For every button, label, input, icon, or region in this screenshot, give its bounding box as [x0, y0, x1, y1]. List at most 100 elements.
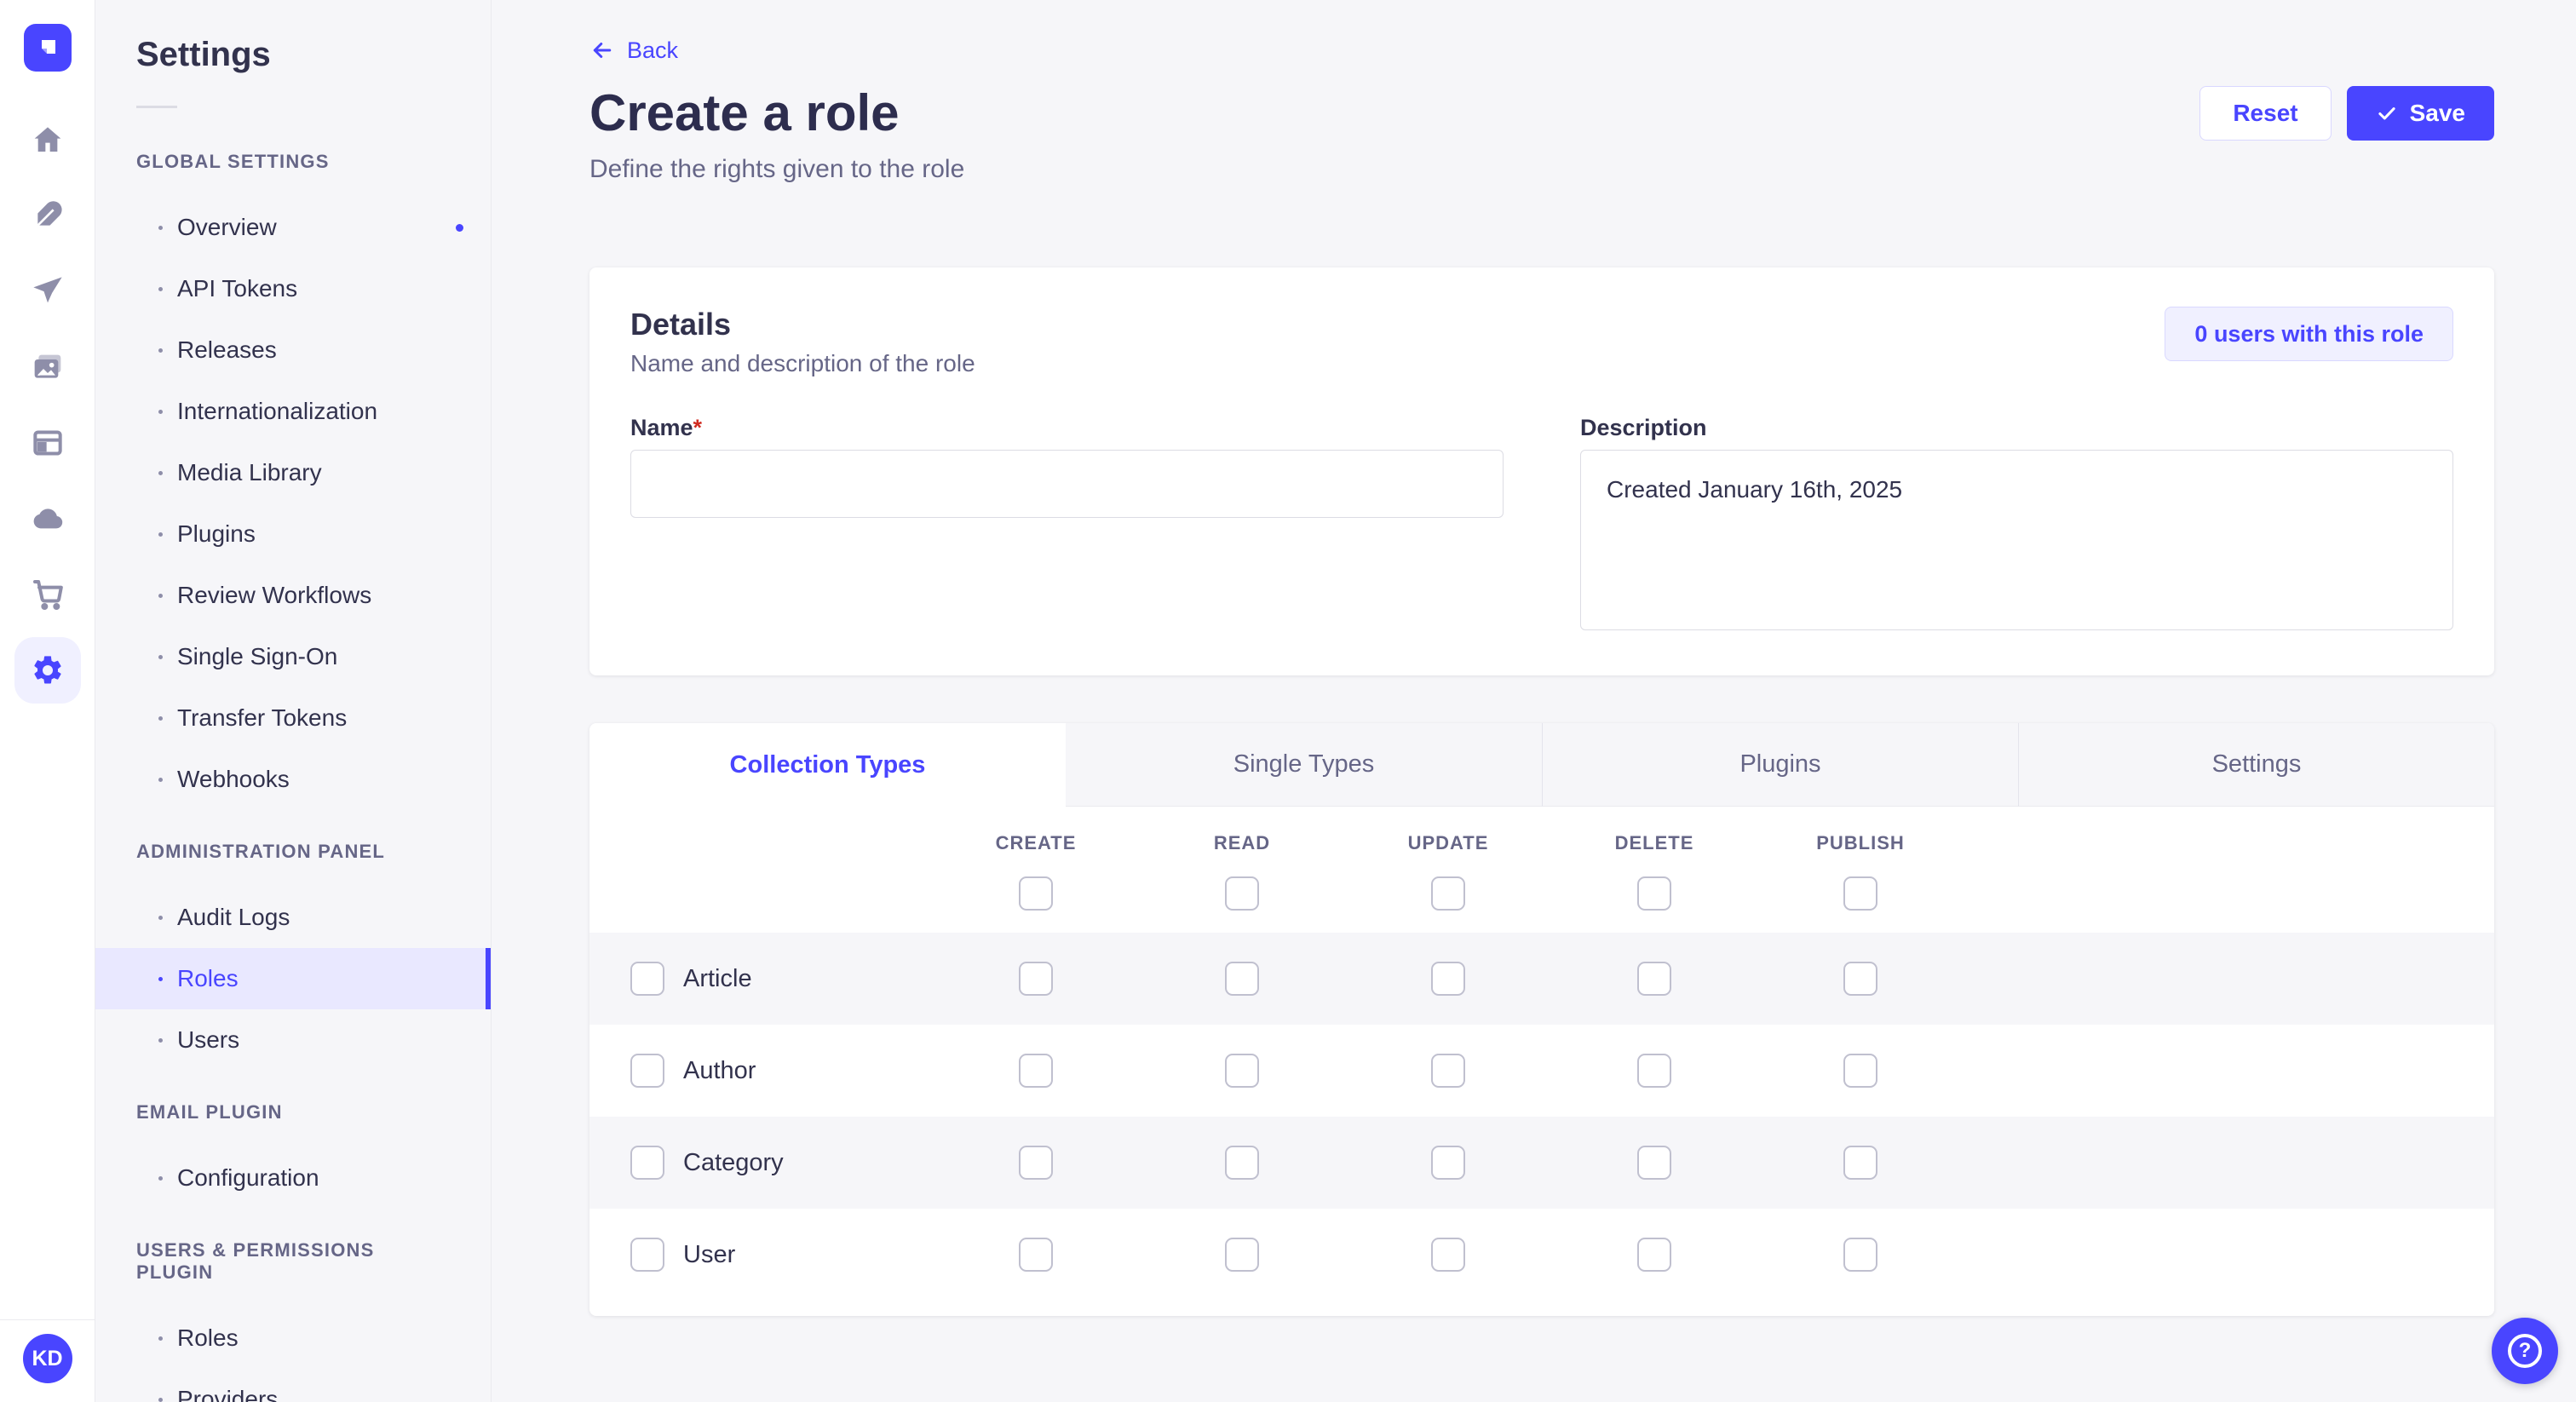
permissions-tabs: Collection Types Single Types Plugins Se… [589, 723, 2494, 807]
author-read-checkbox[interactable] [1225, 1054, 1259, 1088]
help-button[interactable]: ? [2492, 1318, 2558, 1384]
cloud-icon[interactable] [24, 495, 72, 543]
select-all-row [589, 854, 2494, 933]
author-update-checkbox[interactable] [1431, 1054, 1465, 1088]
sidebar-item-overview[interactable]: Overview [95, 197, 491, 258]
sidebar-item-audit-logs[interactable]: Audit Logs [95, 887, 491, 948]
details-header-text: Details Name and description of the role [630, 307, 975, 378]
marketplace-cart-icon[interactable] [24, 571, 72, 618]
sidebar-item-internationalization[interactable]: Internationalization [95, 381, 491, 442]
bullet-icon [158, 470, 163, 475]
bullet-icon [158, 409, 163, 414]
select-all-update-checkbox[interactable] [1431, 876, 1465, 911]
bullet-icon [158, 1037, 163, 1043]
sidebar-item-single-sign-on[interactable]: Single Sign-On [95, 626, 491, 687]
user-avatar[interactable]: KD [22, 1334, 72, 1383]
article-update-checkbox[interactable] [1431, 962, 1465, 996]
sidebar-item-configuration[interactable]: Configuration [95, 1147, 491, 1209]
permissions-column-headers: CREATE READ UPDATE DELETE PUBLISH [589, 807, 2494, 854]
select-all-publish-checkbox[interactable] [1843, 876, 1877, 911]
details-fields: Name* Description Created January 16th, … [630, 414, 2453, 635]
sidebar-item-plugins[interactable]: Plugins [95, 503, 491, 565]
category-publish-checkbox[interactable] [1843, 1146, 1877, 1180]
check-icon [2378, 107, 2395, 120]
row-select-checkbox[interactable] [630, 1146, 664, 1180]
page-subtitle: Define the rights given to the role [589, 155, 965, 183]
category-update-checkbox[interactable] [1431, 1146, 1465, 1180]
bullet-icon [158, 915, 163, 920]
sidebar-item-review-workflows[interactable]: Review Workflows [95, 565, 491, 626]
section-users-permissions-plugin: USERS & PERMISSIONS PLUGIN [136, 1239, 375, 1283]
category-delete-checkbox[interactable] [1637, 1146, 1671, 1180]
table-row-user: User [589, 1209, 2494, 1301]
select-all-create-checkbox[interactable] [1019, 876, 1053, 911]
select-all-read-checkbox[interactable] [1225, 876, 1259, 911]
sidebar-item-roles-up[interactable]: Roles [95, 1307, 491, 1369]
sidebar-item-roles-admin[interactable]: Roles [95, 948, 491, 1009]
bullet-icon [158, 531, 163, 537]
tab-settings[interactable]: Settings [2018, 723, 2494, 807]
tab-collection-types[interactable]: Collection Types [589, 723, 1066, 807]
details-title: Details [630, 307, 732, 342]
name-input[interactable] [630, 450, 1504, 518]
bullet-icon [158, 593, 163, 598]
strapi-logo[interactable] [23, 24, 72, 72]
sidebar-item-api-tokens[interactable]: API Tokens [95, 258, 491, 319]
save-button[interactable]: Save [2346, 86, 2494, 141]
user-publish-checkbox[interactable] [1843, 1238, 1877, 1272]
page-header: Create a role Reset Save [589, 85, 2494, 141]
sidebar-item-transfer-tokens[interactable]: Transfer Tokens [95, 687, 491, 749]
row-select-checkbox[interactable] [630, 1238, 664, 1272]
release-plane-icon[interactable] [24, 267, 72, 315]
article-read-checkbox[interactable] [1225, 962, 1259, 996]
author-delete-checkbox[interactable] [1637, 1054, 1671, 1088]
column-header-read: READ [1213, 832, 1271, 853]
table-bottom-spacer [589, 1301, 2494, 1316]
sidebar-item-media-library[interactable]: Media Library [95, 442, 491, 503]
tab-single-types[interactable]: Single Types [1066, 723, 1542, 807]
author-publish-checkbox[interactable] [1843, 1054, 1877, 1088]
article-publish-checkbox[interactable] [1843, 962, 1877, 996]
sidebar-item-providers[interactable]: Providers [95, 1369, 491, 1402]
settings-gear-icon[interactable] [23, 646, 72, 694]
name-label: Name* [630, 415, 703, 440]
content-feather-icon[interactable] [24, 192, 72, 239]
bullet-icon [158, 777, 163, 782]
user-read-checkbox[interactable] [1225, 1238, 1259, 1272]
description-textarea[interactable]: Created January 16th, 2025 [1580, 450, 2453, 630]
main-content: Back Create a role Reset Save Define the… [492, 0, 2576, 1402]
sidebar-title: Settings [136, 36, 271, 73]
icon-rail: KD [0, 0, 95, 1402]
sidebar-item-users[interactable]: Users [95, 1009, 491, 1071]
row-label: Author [683, 1056, 756, 1084]
back-link[interactable]: Back [589, 36, 678, 65]
user-update-checkbox[interactable] [1431, 1238, 1465, 1272]
sidebar-item-webhooks[interactable]: Webhooks [95, 749, 491, 810]
administration-panel-list: Audit Logs Roles Users [95, 887, 491, 1071]
tab-plugins[interactable]: Plugins [1542, 723, 2018, 807]
row-select-checkbox[interactable] [630, 1054, 664, 1088]
article-delete-checkbox[interactable] [1637, 962, 1671, 996]
bullet-icon [158, 654, 163, 659]
author-create-checkbox[interactable] [1019, 1054, 1053, 1088]
sidebar-item-releases[interactable]: Releases [95, 319, 491, 381]
row-label: Article [683, 964, 752, 992]
user-delete-checkbox[interactable] [1637, 1238, 1671, 1272]
select-all-delete-checkbox[interactable] [1637, 876, 1671, 911]
article-create-checkbox[interactable] [1019, 962, 1053, 996]
category-create-checkbox[interactable] [1019, 1146, 1053, 1180]
row-select-checkbox[interactable] [630, 962, 664, 996]
media-library-icon[interactable] [24, 343, 72, 391]
details-subtitle: Name and description of the role [630, 350, 975, 376]
users-with-role-chip[interactable]: 0 users with this role [2165, 307, 2453, 361]
home-icon[interactable] [24, 116, 72, 164]
settings-sidebar: Settings GLOBAL SETTINGS Overview API To… [95, 0, 492, 1402]
header-actions: Reset Save [2199, 86, 2494, 141]
content-type-builder-icon[interactable] [24, 419, 72, 467]
reset-button[interactable]: Reset [2199, 86, 2332, 141]
sidebar-title-divider [136, 106, 177, 108]
details-header: Details Name and description of the role… [630, 307, 2453, 378]
category-read-checkbox[interactable] [1225, 1146, 1259, 1180]
user-create-checkbox[interactable] [1019, 1238, 1053, 1272]
